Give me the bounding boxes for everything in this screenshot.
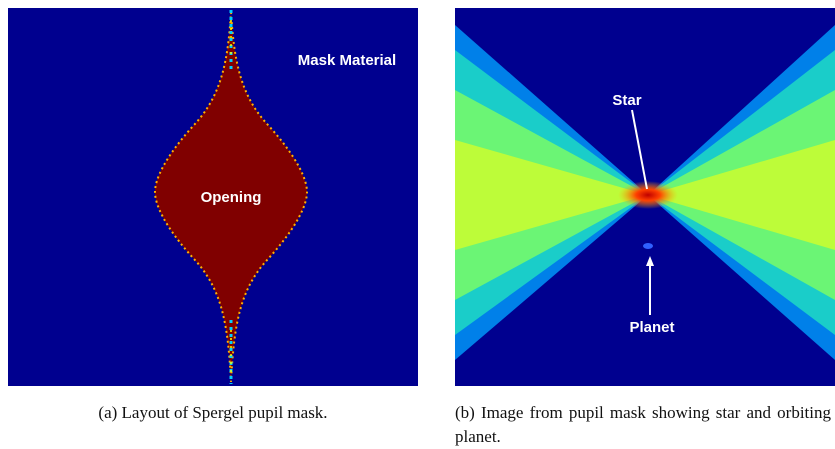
caption: (b) Image from pupil mask showing star a… [455,401,831,449]
caption: (a) Layout of Spergel pupil mask. [8,401,418,425]
image-panel: Star Planet [455,8,835,386]
label: Mask Material [298,52,396,69]
figure: Mask Material Opening Star Planet [0,0,835,395]
label: Opening [201,189,262,206]
mask-panel: Mask Material Opening [8,8,418,386]
label: Star [612,92,641,109]
label: Planet [629,319,674,336]
page: Mask Material Opening Star Planet (a) La… [0,0,835,447]
